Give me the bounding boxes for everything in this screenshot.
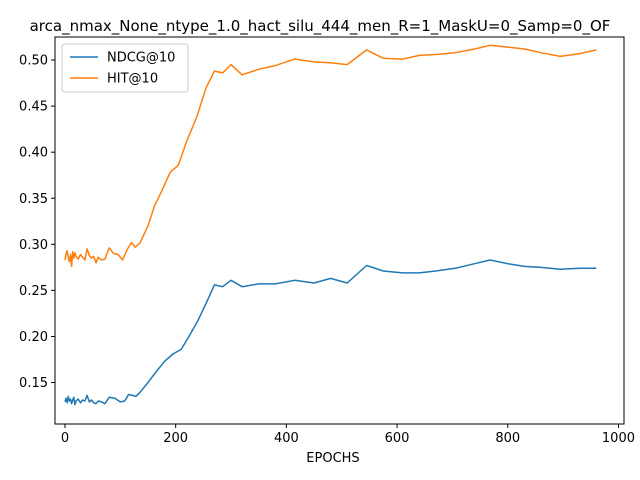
plot-area-frame — [54, 36, 625, 425]
series-line-ndcg — [64, 259, 597, 406]
y-tick-label: 0.45 — [19, 100, 48, 115]
x-tick-label: 200 — [163, 431, 188, 446]
x-tick-label: 0 — [61, 431, 69, 446]
y-tick-label: 0.30 — [19, 238, 48, 253]
x-tick-label: 1000 — [602, 431, 635, 446]
y-tick-label: 0.25 — [19, 284, 48, 299]
x-tick-label: 400 — [274, 431, 299, 446]
series-line-hit — [64, 44, 597, 268]
y-tick-label: 0.35 — [19, 192, 48, 207]
x-axis-label: EPOCHS — [306, 451, 359, 466]
y-tick-label: 0.20 — [19, 330, 48, 345]
y-axis-ticks: 0.15 0.20 0.25 0.30 0.35 0.40 0.45 0.50 — [19, 54, 55, 391]
legend-label: HIT@10 — [107, 72, 158, 87]
legend: NDCG@10 HIT@10 — [61, 43, 189, 93]
series-lines — [64, 44, 597, 406]
x-tick-label: 800 — [495, 431, 520, 446]
y-tick-label: 0.15 — [19, 376, 48, 391]
legend-label: NDCG@10 — [107, 51, 175, 66]
y-tick-label: 0.50 — [19, 54, 48, 69]
chart-title: arca_nmax_None_ntype_1.0_hact_silu_444_m… — [30, 17, 611, 36]
legend-box — [61, 43, 189, 93]
x-axis-ticks: 0 200 400 600 800 1000 — [61, 424, 635, 446]
x-tick-label: 600 — [385, 431, 410, 446]
y-tick-label: 0.40 — [19, 146, 48, 161]
